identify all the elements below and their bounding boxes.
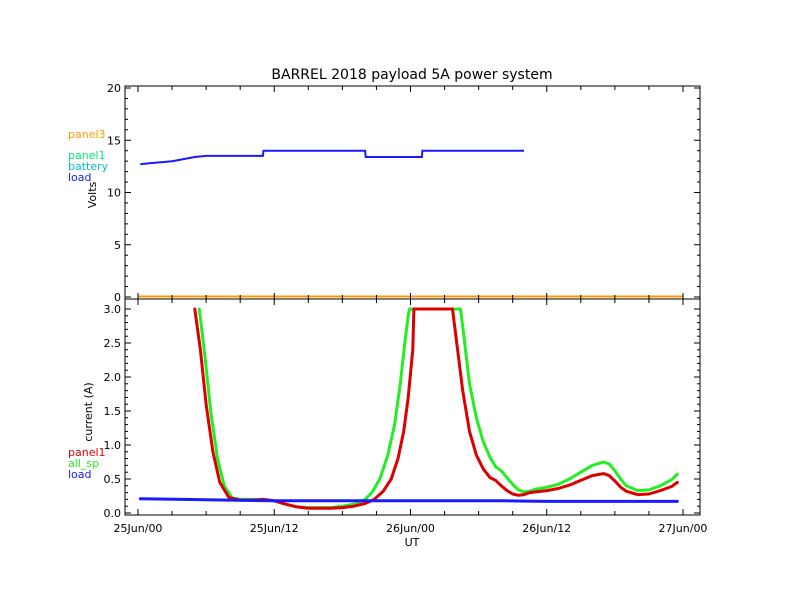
voltage-y-tick-label: 20 [107,82,121,95]
current-legend-panel1: panel1 [68,446,106,459]
current-y-axis-label: current (A) [82,382,95,441]
current-y-tick-label: 0.0 [104,507,122,520]
current-panel: 0.0 0.5 1.0 1.5 2.0 2.5 3.0 25Jun/00 25Jun/12 26… [68,86,707,549]
time-x-tick-label: 26Jun/12 [522,522,571,535]
current-plot-frame [124,298,701,516]
voltage-y-tick-label: 10 [107,187,121,200]
voltage-legend-panel1: panel1 [68,149,106,162]
voltage-legend-battery: battery [68,160,109,173]
current-y-tick-label: 1.5 [104,405,122,418]
current-y-tick-label: 2.5 [104,337,122,350]
chart-title: BARREL 2018 payload 5A power system [271,67,552,83]
voltage-series-load-line [140,149,524,166]
time-x-axis-label: UT [405,536,420,549]
current-y-tick-label: 1.0 [104,439,122,452]
current-legend-load: load [68,468,92,481]
time-x-tick-label: 25Jun/12 [250,522,299,535]
voltage-legend-panel3: panel3 [68,128,106,141]
current-series-load-line [138,497,679,503]
time-x-tick-label: 26Jun/00 [386,522,435,535]
time-x-tick-label: 27Jun/00 [659,522,708,535]
current-y-tick-label: 2.0 [104,371,122,384]
voltage-y-axis-label: Volts [86,181,99,208]
current-legend-all_sp: all_sp [68,457,99,470]
voltage-y-axis: 0 5 10 15 20 [107,82,700,304]
current-y-axis: 0.0 0.5 1.0 1.5 2.0 2.5 3.0 [104,303,700,520]
voltage-y-tick-label: 0 [114,291,121,304]
current-y-tick-label: 0.5 [104,473,122,486]
current-series [138,307,679,510]
time-x-axis: 25Jun/00 25Jun/12 26Jun/00 26Jun/12 27Jun/00 [114,86,708,535]
voltage-legend-load: load [68,171,92,184]
voltage-y-tick-label: 5 [114,239,121,252]
time-x-tick-label: 25Jun/00 [114,522,163,535]
current-y-tick-label: 3.0 [104,303,122,316]
voltage-y-tick-label: 15 [107,134,121,147]
